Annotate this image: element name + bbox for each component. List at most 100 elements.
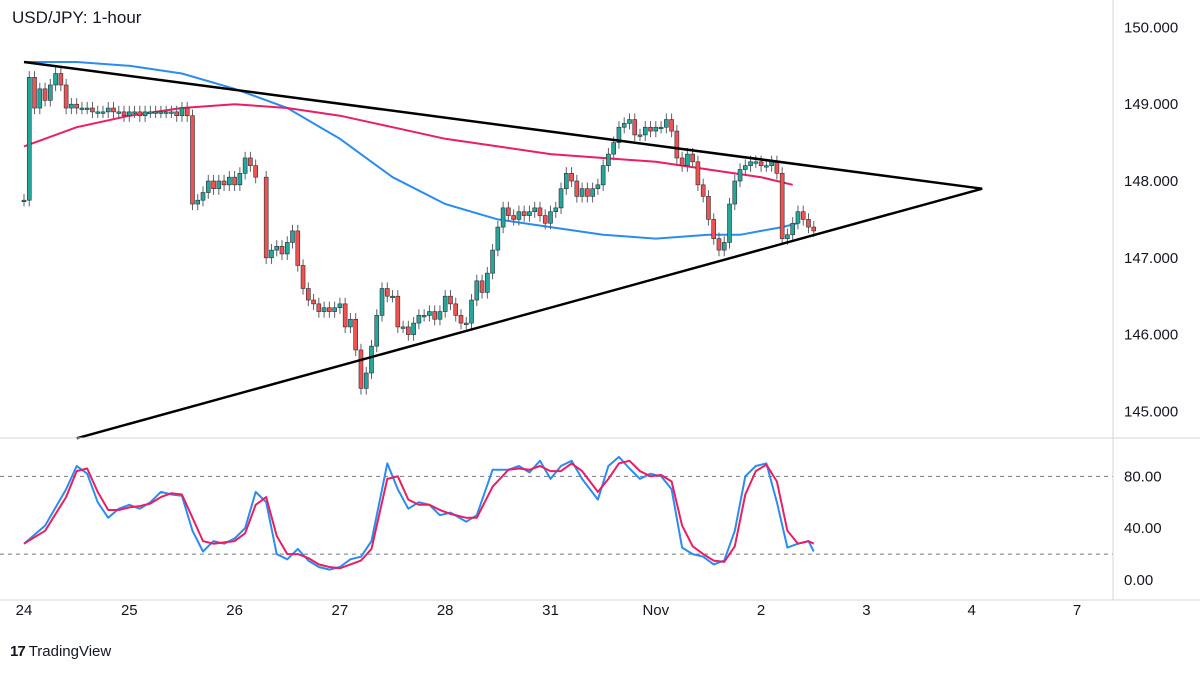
- candle: [516, 211, 522, 220]
- price-tick-label: 146.000: [1124, 327, 1178, 344]
- candle: [727, 203, 732, 243]
- resistance-trendline: [23, 60, 983, 190]
- candle: [495, 226, 501, 251]
- candle: [279, 245, 285, 255]
- stoch-k-line: [23, 455, 815, 571]
- candle: [642, 126, 648, 136]
- candle: [205, 180, 211, 193]
- candle: [479, 280, 485, 293]
- candle: [395, 295, 401, 328]
- candle: [311, 299, 316, 305]
- candle: [100, 111, 106, 114]
- candle: [316, 303, 322, 312]
- candle: [416, 315, 422, 324]
- candle: [263, 176, 269, 259]
- candle: [674, 130, 680, 159]
- axes: 150.000 149.000 148.000 147.000 146.000 145.0…: [0, 0, 1200, 619]
- candle: [332, 307, 337, 312]
- candle: [227, 176, 232, 186]
- candle: [200, 192, 206, 201]
- candle: [179, 107, 185, 117]
- stoch-tick-label: 80.00: [1124, 468, 1162, 485]
- time-tick-label: 26: [226, 602, 243, 619]
- candle: [216, 180, 222, 189]
- candle: [184, 107, 190, 117]
- candle: [500, 207, 506, 228]
- candle: [358, 349, 364, 389]
- candle: [69, 103, 74, 109]
- candle: [274, 245, 280, 251]
- candle: [48, 84, 53, 101]
- candle: [337, 303, 343, 309]
- candle: [485, 272, 490, 293]
- time-tick-label: 2: [757, 602, 765, 619]
- candle: [142, 111, 148, 117]
- candle: [658, 126, 664, 130]
- price-tick-label: 145.000: [1124, 403, 1178, 420]
- candle: [653, 126, 659, 132]
- candle: [411, 322, 416, 335]
- tradingview-logo-icon: 17: [10, 643, 26, 660]
- candle: [743, 165, 748, 170]
- candle: [779, 173, 785, 239]
- candle: [111, 107, 116, 113]
- candle: [237, 173, 243, 186]
- candle: [511, 215, 516, 220]
- candle: [448, 295, 453, 305]
- candle: [306, 288, 311, 301]
- price-tick-label: 147.000: [1124, 250, 1178, 267]
- candle: [374, 315, 380, 347]
- candle: [548, 211, 553, 224]
- time-tick-label: 31: [542, 602, 559, 619]
- candle: [232, 176, 237, 186]
- time-tick-label: 7: [1073, 602, 1081, 619]
- candle: [58, 73, 64, 86]
- candle: [721, 242, 727, 251]
- candle: [321, 307, 327, 312]
- candle: [569, 173, 574, 182]
- branding: 17 TradingView: [10, 643, 111, 660]
- candle: [527, 211, 532, 216]
- candle: [474, 280, 480, 301]
- time-tick-label: 25: [121, 602, 138, 619]
- candle: [574, 180, 580, 197]
- candle: [695, 161, 701, 186]
- candle: [327, 307, 332, 312]
- candle: [116, 111, 122, 114]
- candle: [132, 111, 137, 114]
- candle: [284, 242, 290, 255]
- candle: [363, 372, 369, 389]
- candle: [506, 207, 511, 216]
- candle: [290, 230, 295, 243]
- candle: [769, 161, 774, 166]
- candle: [463, 322, 469, 325]
- time-tick-label: 3: [862, 602, 870, 619]
- candle: [369, 345, 374, 374]
- candle: [758, 161, 764, 166]
- candle: [158, 111, 164, 114]
- candle: [342, 303, 348, 328]
- candle: [379, 288, 385, 316]
- candle: [174, 111, 179, 117]
- candle: [169, 111, 174, 114]
- candle: [21, 199, 27, 202]
- candle: [127, 111, 132, 117]
- candle: [558, 188, 564, 209]
- candle: [427, 311, 432, 316]
- candle: [764, 165, 769, 168]
- candle: [679, 157, 685, 166]
- candle: [148, 111, 153, 114]
- candle: [748, 161, 753, 166]
- candle: [390, 295, 395, 299]
- candle: [585, 188, 590, 197]
- price-tick-label: 150.000: [1124, 19, 1178, 36]
- candle: [716, 238, 722, 251]
- candle: [32, 77, 37, 109]
- candle: [521, 211, 527, 216]
- candle: [421, 315, 427, 318]
- candle: [79, 107, 85, 110]
- candle: [600, 165, 606, 186]
- candle: [542, 215, 548, 224]
- candle: [353, 318, 358, 351]
- candle: [153, 111, 158, 114]
